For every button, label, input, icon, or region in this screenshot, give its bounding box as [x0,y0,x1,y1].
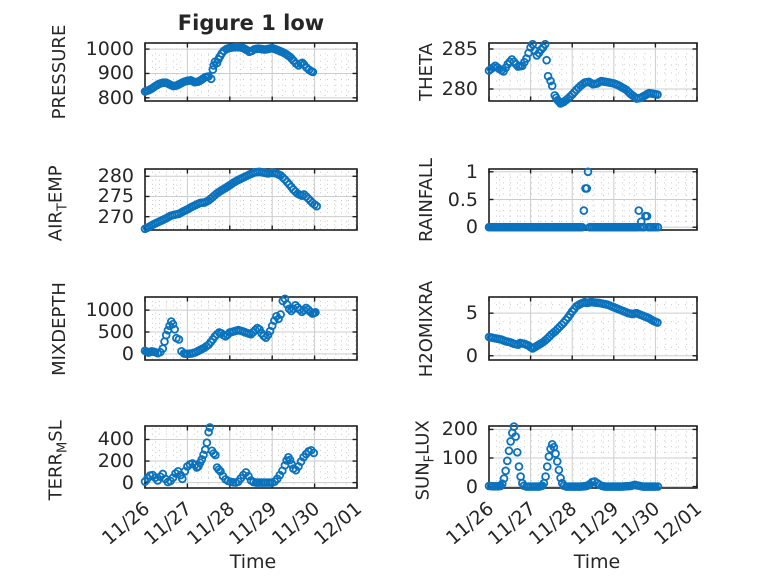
y-tick-label-rainfall: 0 [465,216,478,239]
plot-area-mixdepth [140,294,358,361]
data-series-theta [484,39,662,108]
figure-title: Figure 1 low [177,11,325,35]
y-tick-label-sun_flux: 100 [441,447,478,469]
y-tick-label-air_temp: 270 [97,205,134,228]
y-tick-label-h2omixra: 0 [465,344,478,367]
plot-area-pressure [140,42,358,102]
y-axis-label-terr_msl: TERRMSL [45,420,71,501]
y-tick-label-pressure: 1000 [85,38,134,61]
y-tick-label-mixdepth: 0 [121,342,134,365]
data-series-rainfall [484,167,663,232]
y-tick-label-terr_msl: 200 [97,450,134,473]
y-tick-label-air_temp: 275 [97,185,134,208]
y-tick-label-sun_flux: 0 [465,475,478,498]
data-series-terr_msl [140,423,319,487]
y-tick-label-air_temp: 280 [97,165,134,188]
y-tick-label-mixdepth: 1000 [85,299,134,322]
plot-area-air_temp [140,167,358,234]
y-tick-label-rainfall: 1 [465,160,478,183]
data-series-air_temp [140,167,322,234]
xlabel-time-left: Time [229,551,277,573]
y-tick-label-pressure: 900 [97,62,134,85]
data-series-h2omixra [484,297,662,353]
xlabel-time-right: Time [573,551,621,573]
y-tick-label-terr_msl: 400 [97,428,134,451]
y-tick-label-pressure: 800 [97,86,134,109]
plot-area-sun_flux [484,422,698,491]
plot-area-rainfall [484,167,698,232]
y-tick-label-sun_flux: 200 [441,418,478,441]
y-tick-label-h2omixra: 5 [465,302,478,325]
plot-area-theta [484,39,698,108]
data-series-pressure [140,42,318,96]
data-series-sun_flux [484,422,663,491]
y-tick-label-theta: 285 [441,38,478,60]
plot-area-terr_msl [140,423,358,489]
y-tick-label-mixdepth: 500 [97,321,134,343]
data-series-mixdepth [140,294,320,359]
plot-area-h2omixra [484,296,698,361]
y-tick-label-rainfall: 0.5 [447,188,478,211]
y-tick-label-terr_msl: 0 [121,471,134,494]
y-tick-label-theta: 280 [441,78,478,100]
